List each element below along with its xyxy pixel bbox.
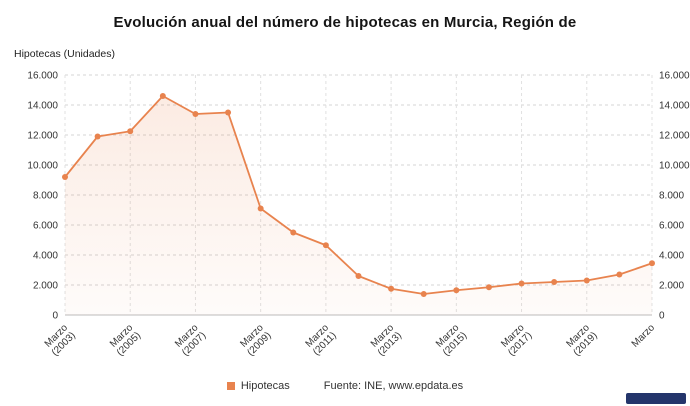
- svg-text:Marzo(2011): Marzo(2011): [303, 322, 339, 358]
- svg-text:14.000: 14.000: [659, 101, 690, 112]
- legend-label: Hipotecas: [240, 380, 290, 392]
- svg-text:Marzo(2017): Marzo(2017): [498, 322, 534, 358]
- svg-text:Marzo(2019): Marzo(2019): [564, 322, 600, 358]
- epdata-logo-block: [626, 393, 686, 404]
- svg-text:Marzo(2007): Marzo(2007): [172, 322, 208, 358]
- svg-text:14.000: 14.000: [27, 101, 58, 112]
- svg-text:0: 0: [659, 311, 665, 322]
- svg-text:Marzo: Marzo: [630, 322, 658, 350]
- svg-text:8.000: 8.000: [659, 191, 684, 202]
- svg-text:0: 0: [52, 311, 58, 322]
- line-chart: 0 0 2.000 2.000 4.000 4.000 6.000 6.000 8.000 8.0…: [27, 71, 690, 359]
- svg-text:12.000: 12.000: [659, 131, 690, 142]
- svg-text:10.000: 10.000: [659, 161, 690, 172]
- legend-row: Hipotecas Fuente: INE, www.epdata.es: [0, 380, 690, 392]
- svg-text:4.000: 4.000: [659, 251, 684, 262]
- svg-text:8.000: 8.000: [33, 191, 58, 202]
- svg-text:6.000: 6.000: [33, 221, 58, 232]
- svg-text:Marzo(2005): Marzo(2005): [107, 322, 143, 358]
- svg-text:Marzo(2015): Marzo(2015): [433, 322, 469, 358]
- legend-swatch-icon: [226, 382, 235, 390]
- legend-item-hipotecas[interactable]: Hipotecas: [226, 380, 290, 392]
- svg-text:Marzo(2003): Marzo(2003): [42, 322, 78, 358]
- svg-text:Marzo(2013): Marzo(2013): [368, 322, 404, 358]
- source-text: Fuente: INE, www.epdata.es: [323, 380, 464, 392]
- svg-text:2.000: 2.000: [33, 281, 58, 292]
- svg-text:6.000: 6.000: [659, 221, 684, 232]
- svg-text:4.000: 4.000: [33, 251, 58, 262]
- svg-text:16.000: 16.000: [659, 71, 690, 82]
- svg-text:10.000: 10.000: [27, 161, 58, 172]
- svg-text:Marzo(2009): Marzo(2009): [238, 322, 274, 358]
- chart-title: Evolución anual del número de hipotecas …: [113, 14, 577, 31]
- svg-text:16.000: 16.000: [27, 71, 58, 82]
- y-axis-title: Hipotecas (Unidades): [14, 48, 115, 60]
- svg-text:12.000: 12.000: [27, 131, 58, 142]
- svg-text:2.000: 2.000: [659, 281, 684, 292]
